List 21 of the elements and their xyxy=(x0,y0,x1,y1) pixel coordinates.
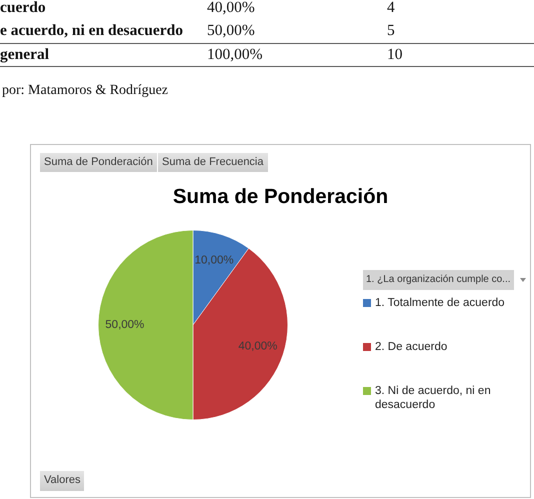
legend-title: 1. ¿La organización cumple co... xyxy=(363,270,514,290)
data-label: 50,00% xyxy=(105,319,144,332)
text: por: Matamoros & Rodríguez xyxy=(2,83,168,99)
legend-label: 2. De acuerdo xyxy=(375,340,448,354)
legend-label: 3. Ni de acuerdo, ni en desacuerdo xyxy=(375,384,492,412)
text: 10 xyxy=(387,45,402,65)
data-label: 10,00% xyxy=(194,254,234,266)
text: e acuerdo, ni en desacuerdo xyxy=(0,21,183,41)
legend-label: 1. Totalmente de acuerdo xyxy=(375,296,506,310)
chart-title: Suma de Ponderación xyxy=(172,184,390,210)
data-label: 40,00% xyxy=(238,340,278,352)
text: 5 xyxy=(387,21,395,41)
text: 40,00% xyxy=(207,0,255,18)
field-button: Suma de Frecuencia xyxy=(158,153,268,172)
field-button: Suma de Ponderación xyxy=(40,153,157,172)
text: 100,00% xyxy=(207,45,263,65)
field-button: Valores xyxy=(40,471,84,491)
text: cuerdo xyxy=(0,0,46,18)
text: general xyxy=(0,45,50,65)
text: 50,00% xyxy=(207,21,255,41)
text: 4 xyxy=(387,0,395,18)
